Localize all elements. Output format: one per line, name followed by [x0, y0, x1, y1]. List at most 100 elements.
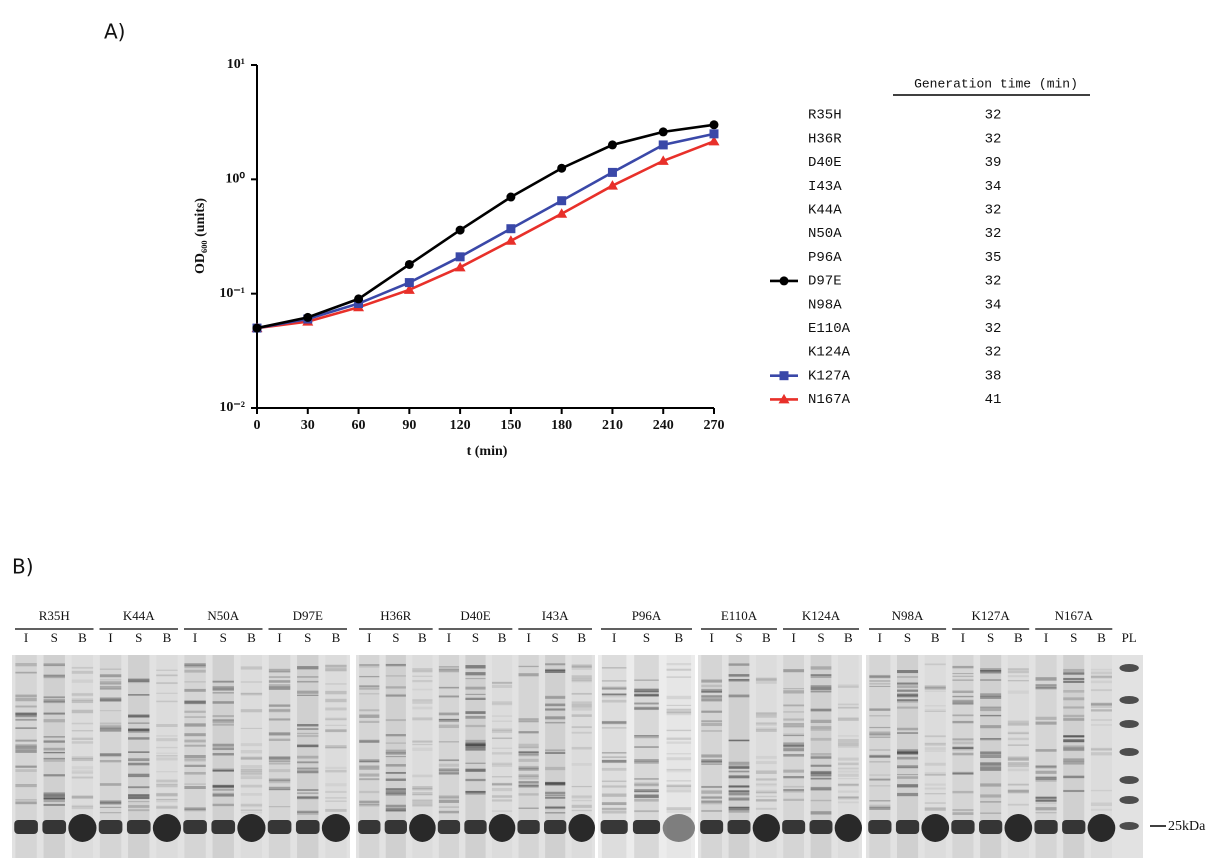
gel-band	[438, 712, 460, 716]
gel-band	[545, 752, 566, 754]
gel-band	[297, 694, 319, 696]
legend-label: N167A	[808, 392, 851, 408]
gel-band	[128, 809, 150, 812]
gel-band	[297, 767, 319, 770]
gel-band	[571, 762, 592, 766]
lane-label: I	[1044, 630, 1048, 645]
gel-band	[183, 820, 207, 834]
gel-band	[128, 728, 150, 731]
gel-band	[666, 668, 692, 671]
gel-band	[1035, 802, 1057, 804]
gel-band	[268, 668, 291, 673]
gel-band	[951, 820, 975, 834]
gel-band	[491, 764, 513, 767]
gel-band	[755, 712, 777, 714]
marker	[607, 140, 617, 150]
gel-band	[297, 770, 319, 774]
gel-band	[385, 791, 406, 795]
gel-lane	[325, 655, 347, 858]
gel-band	[71, 693, 94, 697]
gel-band	[728, 806, 750, 809]
gel-band	[359, 759, 380, 763]
gel-band	[701, 754, 723, 758]
gel-band	[465, 711, 486, 714]
gel-band	[1063, 697, 1085, 701]
gel-band	[701, 684, 723, 688]
gel-band	[359, 765, 380, 769]
gel-band	[895, 820, 920, 834]
gel-band	[921, 814, 950, 842]
gel-band	[783, 748, 805, 752]
gel-band	[1063, 739, 1085, 742]
gel-band	[412, 800, 433, 804]
gel-band	[268, 756, 291, 760]
gel-band	[1090, 808, 1112, 811]
strain-name: N50A	[808, 226, 842, 242]
gel-band	[325, 797, 347, 799]
gel-band	[1063, 718, 1085, 721]
gel-band	[518, 673, 539, 677]
gel-band	[412, 701, 433, 704]
gel-band	[601, 686, 627, 690]
gel-band	[752, 814, 780, 842]
gel-band	[1090, 702, 1112, 706]
gel-band	[634, 810, 659, 813]
marker	[778, 393, 790, 404]
gel-band	[1035, 765, 1057, 769]
gel-band	[297, 762, 319, 764]
gel-band	[212, 784, 234, 788]
gel-band	[666, 752, 692, 755]
gel-band	[571, 785, 592, 788]
gel-band	[1007, 803, 1029, 806]
gel-band	[71, 771, 94, 774]
marker	[354, 299, 364, 309]
gel-band	[438, 724, 460, 729]
gel-band	[571, 809, 592, 812]
gel-band	[412, 679, 433, 683]
gel-band	[385, 778, 406, 781]
gel-band	[212, 753, 234, 756]
gel-band	[359, 664, 380, 666]
gel-band	[783, 704, 805, 707]
gel-band	[128, 678, 150, 682]
gel-band	[128, 728, 150, 731]
gel-band	[601, 693, 627, 696]
gel-band	[1087, 814, 1116, 842]
gel-band	[128, 694, 150, 696]
gel-band	[1007, 783, 1029, 786]
gel-band	[156, 746, 178, 749]
gel-band	[924, 704, 946, 707]
gel-band	[297, 724, 319, 727]
gel-band	[71, 806, 94, 810]
gel-band	[728, 770, 750, 773]
gel-band	[1063, 668, 1085, 673]
gel-band	[869, 674, 891, 678]
gel-band	[924, 685, 946, 688]
gel-band	[980, 754, 1002, 756]
gel-band	[755, 799, 777, 802]
gel-band	[71, 756, 94, 760]
gel-band	[662, 814, 695, 842]
strain-label: N98A	[892, 608, 924, 623]
gel-band	[755, 677, 777, 681]
strain-name: N98A	[808, 297, 842, 313]
gel-band	[1090, 702, 1112, 705]
gel-band	[359, 803, 380, 807]
gel-band	[666, 784, 692, 788]
gel-band	[634, 782, 659, 786]
lane-label: B	[1014, 630, 1023, 645]
gel-band	[783, 769, 805, 773]
gel-band	[666, 770, 692, 773]
series-line	[256, 140, 715, 330]
gel-band	[385, 788, 406, 791]
gel-lane	[15, 655, 37, 858]
strain-label: K44A	[123, 608, 155, 623]
gel-band	[438, 741, 460, 743]
lane-label: I	[24, 630, 28, 645]
gel-band	[15, 801, 37, 805]
gel-band	[1007, 690, 1029, 694]
gel-band	[212, 748, 234, 751]
gel-band	[924, 792, 946, 795]
gel-band	[980, 670, 1002, 674]
gel-band	[491, 684, 513, 688]
